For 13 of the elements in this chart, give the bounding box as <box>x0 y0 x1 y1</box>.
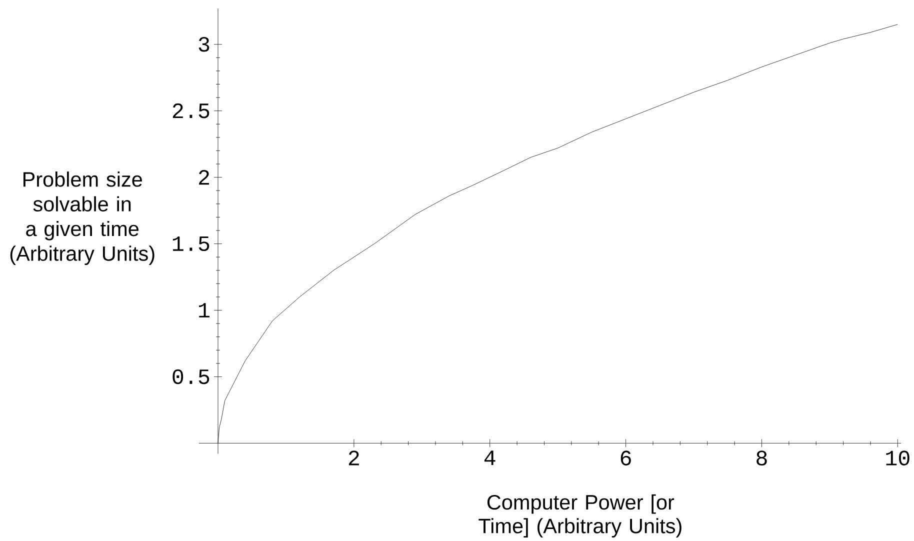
x-axis-title: Computer Power [or Time] (Arbitrary Units) <box>478 494 682 538</box>
x-tick-label: 6 <box>620 450 631 466</box>
y-axis-title: Problem size solvable in a given time (Arbitrary Units) <box>10 172 154 266</box>
x-tick-label: 8 <box>756 450 767 466</box>
y-tick-label: 2.5 <box>172 104 210 118</box>
y-tick-label: 1 <box>199 303 210 318</box>
x-tick-label: 2 <box>348 450 359 466</box>
x-tick-label: 4 <box>484 450 496 466</box>
y-tick-label: 0.5 <box>172 369 210 384</box>
y-tick-label: 2 <box>199 170 209 185</box>
y-tick-label: 3 <box>198 37 210 52</box>
x-tick-label: 10 <box>886 450 910 466</box>
y-tick-label: 1.5 <box>172 236 210 252</box>
